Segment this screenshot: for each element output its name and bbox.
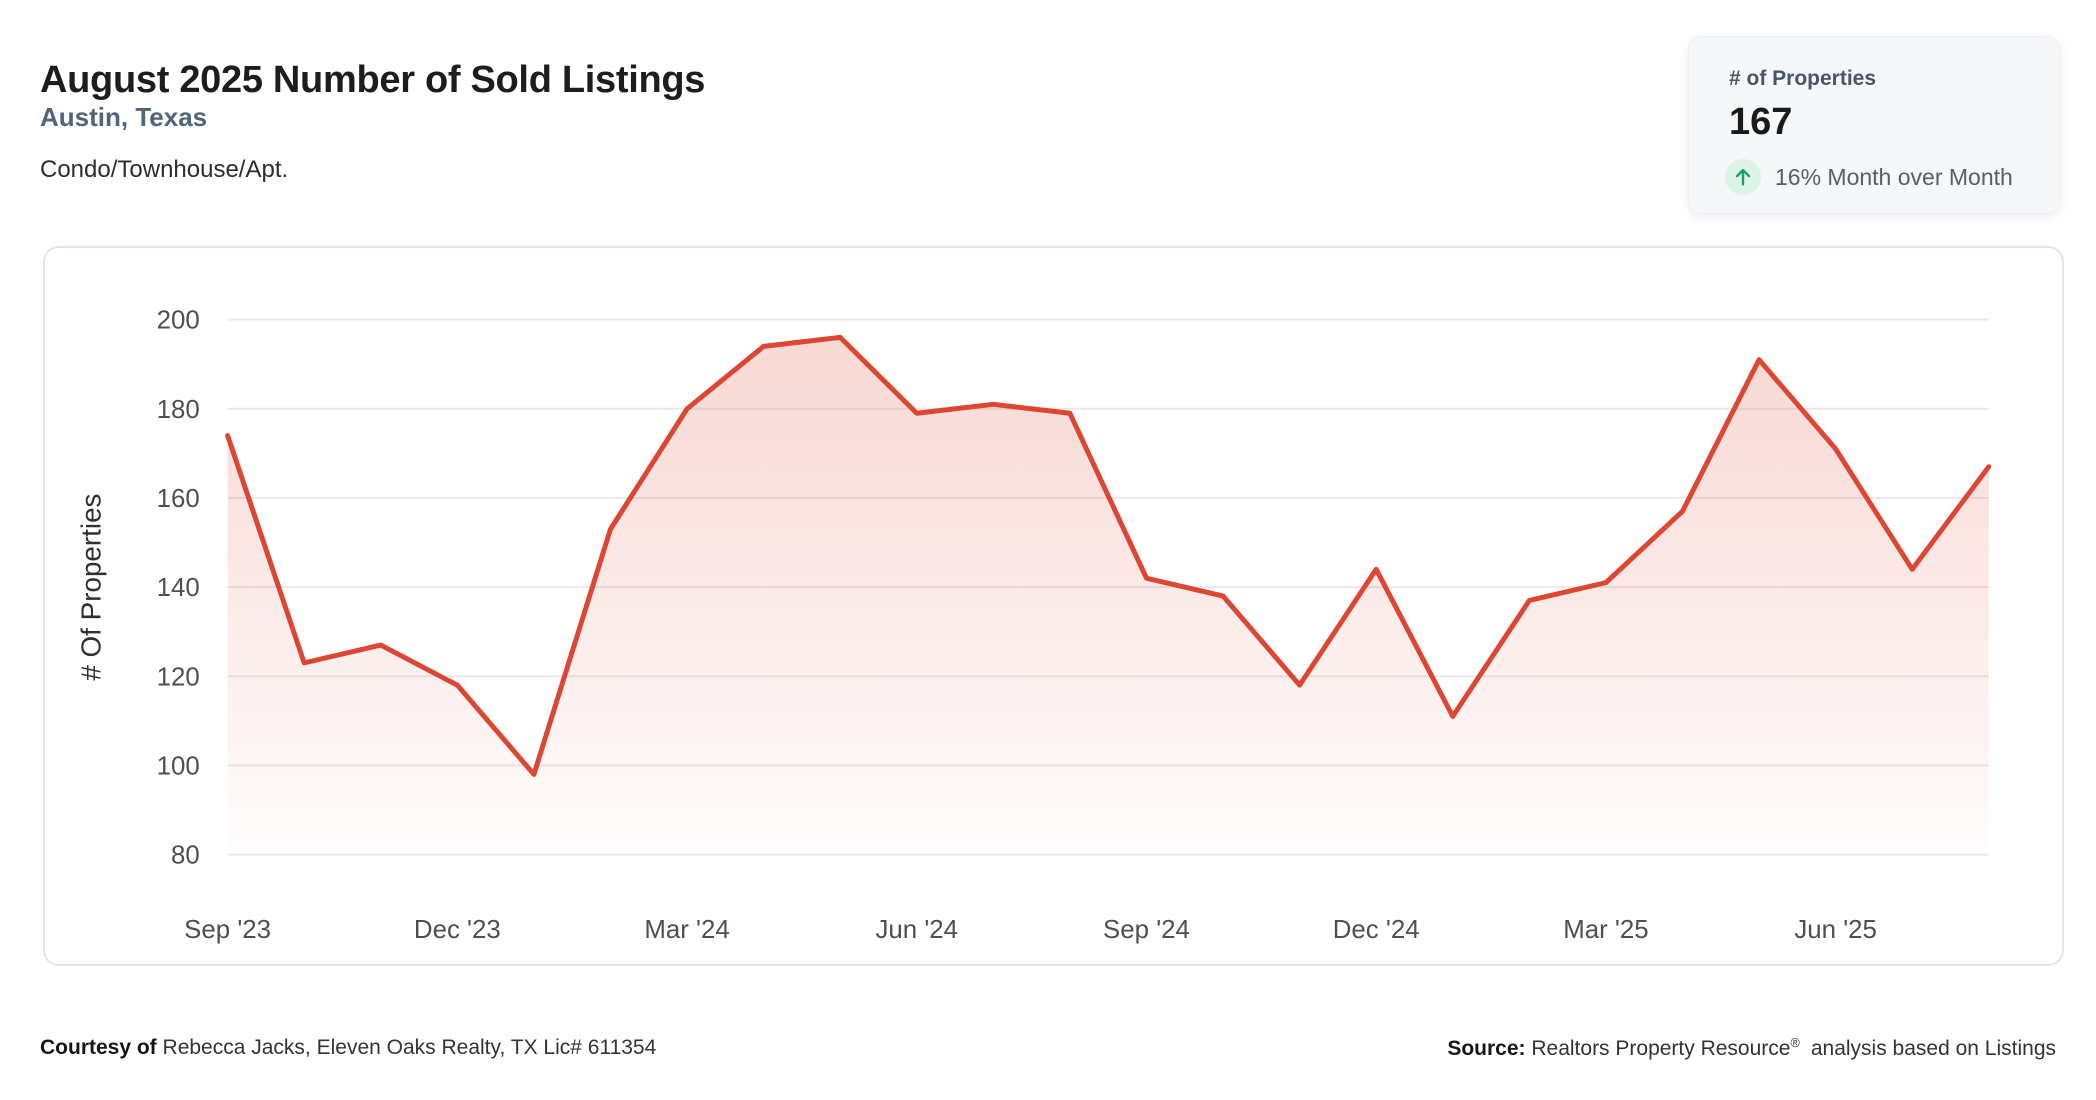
y-tick-label: 120	[157, 663, 200, 691]
y-tick-label: 160	[157, 485, 200, 513]
y-tick-label: 100	[157, 752, 200, 780]
registered-mark: ®	[1790, 1036, 1800, 1050]
x-tick-label: Dec '23	[414, 916, 501, 944]
source-text-after: analysis based on Listings	[1810, 1037, 2056, 1060]
stat-label: # of Properties	[1729, 67, 1877, 90]
chart-card: 200 180 160 140 120 100 80 Sep '23 Dec '23 Mar '2…	[43, 246, 2064, 966]
courtesy-label: Courtesy of	[40, 1036, 157, 1059]
page-title: August 2025 Number of Sold Listings	[40, 59, 706, 102]
source-label: Source:	[1447, 1037, 1526, 1060]
series-area	[227, 337, 1989, 855]
x-tick-label: Mar '25	[1563, 916, 1648, 944]
location-subtitle: Austin, Texas	[40, 102, 208, 132]
y-tick-label: 80	[171, 842, 200, 870]
x-tick-label: Mar '24	[644, 916, 729, 944]
stat-delta-text: 16% Month over Month	[1775, 163, 2013, 190]
courtesy-text: Rebecca Jacks, Eleven Oaks Realty, TX Li…	[162, 1036, 657, 1059]
y-tick-label: 180	[157, 396, 200, 424]
stat-card: # of Properties 167 16% Month over Month	[1688, 36, 2060, 214]
property-type: Condo/Townhouse/Apt.	[40, 156, 289, 183]
x-tick-label: Sep '24	[1103, 916, 1190, 944]
y-tick-label: 140	[157, 574, 200, 602]
series-line	[225, 334, 1992, 777]
x-tick-label: Sep '23	[184, 916, 271, 944]
sold-listings-area-chart: 200 180 160 140 120 100 80 Sep '23 Dec '23 Mar '2…	[75, 307, 1992, 944]
y-tick-label: 200	[157, 307, 200, 335]
x-tick-label: Jun '25	[1794, 916, 1877, 944]
source-text: Realtors Property Resource	[1531, 1037, 1791, 1060]
stat-delta: 16% Month over Month	[1725, 159, 2013, 195]
x-tick-label: Jun '24	[875, 916, 958, 944]
up-arrow-icon	[1725, 159, 1761, 195]
source-line: Source: Realtors Property Resource® anal…	[1447, 1036, 2056, 1061]
stat-value: 167	[1729, 101, 1793, 143]
y-axis-title: # Of Properties	[75, 494, 106, 681]
courtesy-line: Courtesy of Rebecca Jacks, Eleven Oaks R…	[40, 1036, 656, 1060]
x-tick-label: Dec '24	[1333, 916, 1420, 944]
